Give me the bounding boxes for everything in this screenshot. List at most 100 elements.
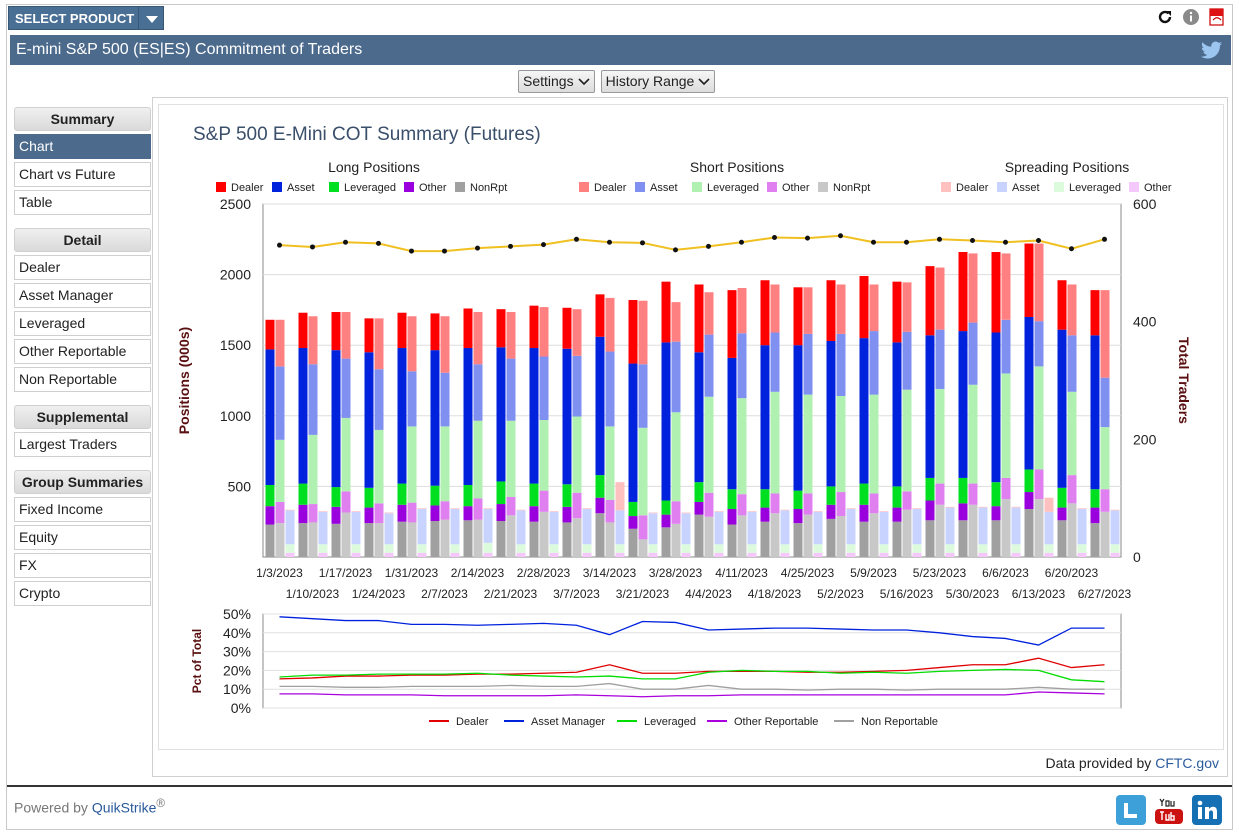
sidebar-item-leveraged[interactable]: Leveraged bbox=[14, 311, 151, 336]
cftc-link[interactable]: CFTC.gov bbox=[1155, 755, 1219, 771]
bar-short-nonrpt bbox=[968, 504, 978, 557]
bar-spread-other bbox=[1011, 552, 1021, 557]
bar-short-other bbox=[1067, 475, 1077, 504]
bar-long-asset bbox=[826, 340, 836, 487]
legend-swatch bbox=[818, 182, 828, 192]
twitter-icon[interactable] bbox=[1201, 40, 1223, 70]
quikstrike-brand[interactable]: QuikStrike bbox=[91, 799, 157, 816]
sidebar-item-table[interactable]: Table bbox=[14, 190, 151, 215]
sidebar-item-dealer[interactable]: Dealer bbox=[14, 255, 151, 280]
bar-short-asset bbox=[341, 358, 351, 418]
bar-short-other bbox=[341, 491, 351, 513]
legend-group-label: Short Positions bbox=[690, 159, 784, 175]
bar-long-nonrpt bbox=[298, 523, 308, 557]
bar-spread-dealer bbox=[945, 506, 955, 508]
bar-short-dealer bbox=[737, 288, 747, 334]
bar-short-leveraged bbox=[770, 391, 780, 494]
total-traders-point bbox=[277, 242, 282, 248]
bar-short-leveraged bbox=[275, 439, 285, 502]
bar-short-nonrpt bbox=[308, 522, 318, 557]
bar-spread-asset bbox=[1044, 511, 1054, 545]
history-range-dropdown[interactable]: History Range bbox=[600, 70, 716, 93]
bar-spread-other bbox=[681, 552, 691, 557]
bar-short-dealer bbox=[605, 297, 615, 352]
x-tick-label: 6/20/2023 bbox=[1045, 566, 1099, 580]
bar-short-nonrpt bbox=[770, 513, 780, 557]
x-tick-label: 2/14/2023 bbox=[451, 566, 505, 580]
bar-spread-leveraged bbox=[516, 544, 526, 553]
sidebar-item-chart[interactable]: Chart bbox=[14, 134, 151, 159]
sidebar-item-fixed-income[interactable]: Fixed Income bbox=[14, 497, 151, 522]
bar-long-asset bbox=[628, 363, 638, 502]
legend-swatch bbox=[579, 182, 589, 192]
total-traders-point bbox=[970, 237, 975, 243]
x-tick-label: 1/17/2023 bbox=[319, 566, 373, 580]
pdf-icon[interactable] bbox=[1207, 7, 1227, 27]
sidebar-item-fx[interactable]: FX bbox=[14, 553, 151, 578]
x-tick-label: 5/2/2023 bbox=[817, 587, 864, 601]
bar-long-dealer bbox=[1090, 290, 1100, 336]
bar-short-asset bbox=[275, 366, 285, 440]
total-traders-point bbox=[871, 239, 876, 245]
bar-short-dealer bbox=[506, 312, 516, 359]
total-traders-point bbox=[442, 248, 447, 254]
bar-spread-other bbox=[351, 552, 361, 557]
info-icon[interactable] bbox=[1181, 7, 1201, 27]
bar-short-leveraged bbox=[935, 388, 945, 484]
sidebar-item-other-reportable[interactable]: Other Reportable bbox=[14, 339, 151, 364]
bar-spread-asset bbox=[285, 510, 295, 545]
sidebar-item-non-reportable[interactable]: Non Reportable bbox=[14, 367, 151, 392]
bar-long-nonrpt bbox=[760, 521, 770, 557]
page-title: E-mini S&P 500 (ES|ES) Commitment of Tra… bbox=[16, 41, 363, 58]
footer: Powered by QuikStrike® bbox=[7, 785, 1232, 829]
bar-short-leveraged bbox=[1100, 427, 1110, 490]
bar-short-other bbox=[836, 492, 846, 517]
select-product-button[interactable]: SELECT PRODUCT bbox=[8, 6, 142, 30]
youtube-icon[interactable] bbox=[1154, 795, 1184, 825]
legend-item: Leveraged bbox=[344, 182, 396, 194]
total-traders-point bbox=[1102, 236, 1107, 242]
legend-swatch bbox=[1129, 182, 1139, 192]
sidebar-section-detail: Detail bbox=[14, 228, 151, 252]
y2-axis-label: Total Traders bbox=[1176, 337, 1192, 424]
sidebar-item-equity[interactable]: Equity bbox=[14, 525, 151, 550]
select-product-dropdown[interactable] bbox=[138, 6, 164, 30]
bar-long-asset bbox=[859, 338, 869, 484]
bar-short-asset bbox=[1001, 319, 1011, 374]
bar-short-asset bbox=[506, 358, 516, 421]
bar-short-dealer bbox=[671, 302, 681, 342]
bar-long-dealer bbox=[397, 312, 407, 349]
bar-short-leveraged bbox=[605, 426, 615, 500]
x-tick-label: 4/18/2023 bbox=[748, 587, 802, 601]
bar-short-asset bbox=[374, 369, 384, 430]
bar-long-nonrpt bbox=[991, 520, 1001, 557]
settings-dropdown[interactable]: Settings bbox=[518, 70, 595, 93]
bar-short-asset bbox=[1100, 377, 1110, 428]
page-title-bar: E-mini S&P 500 (ES|ES) Commitment of Tra… bbox=[10, 35, 1231, 65]
sidebar-item-crypto[interactable]: Crypto bbox=[14, 581, 151, 606]
bar-short-nonrpt bbox=[1034, 499, 1044, 557]
sidebar-item-largest-traders[interactable]: Largest Traders bbox=[14, 432, 151, 457]
bar-spread-leveraged bbox=[681, 544, 691, 553]
bar-long-dealer bbox=[1024, 243, 1034, 317]
x-tick-label: 4/4/2023 bbox=[685, 587, 732, 601]
bar-short-leveraged bbox=[1001, 373, 1011, 478]
bar-spread-asset bbox=[351, 511, 361, 545]
top-toolbar: SELECT PRODUCT bbox=[6, 4, 1233, 34]
sidebar-item-asset-manager[interactable]: Asset Manager bbox=[14, 283, 151, 308]
bar-long-other bbox=[298, 504, 308, 524]
sidebar-item-chart-vs-future[interactable]: Chart vs Future bbox=[14, 162, 151, 187]
bar-long-other bbox=[958, 503, 968, 521]
bar-short-dealer bbox=[770, 284, 780, 333]
bar-short-asset bbox=[968, 322, 978, 385]
bar-spread-leveraged bbox=[747, 544, 757, 553]
twitter-share-icon[interactable] bbox=[1116, 795, 1146, 825]
bar-spread-leveraged bbox=[450, 544, 460, 553]
bar-spread-asset bbox=[1011, 507, 1021, 545]
x-tick-label: 4/11/2023 bbox=[715, 566, 768, 580]
bar-short-leveraged bbox=[506, 420, 516, 497]
linkedin-icon[interactable] bbox=[1192, 795, 1222, 825]
refresh-icon[interactable] bbox=[1155, 7, 1175, 27]
bar-long-other bbox=[397, 504, 407, 522]
x-tick-label: 6/27/2023 bbox=[1078, 587, 1132, 601]
